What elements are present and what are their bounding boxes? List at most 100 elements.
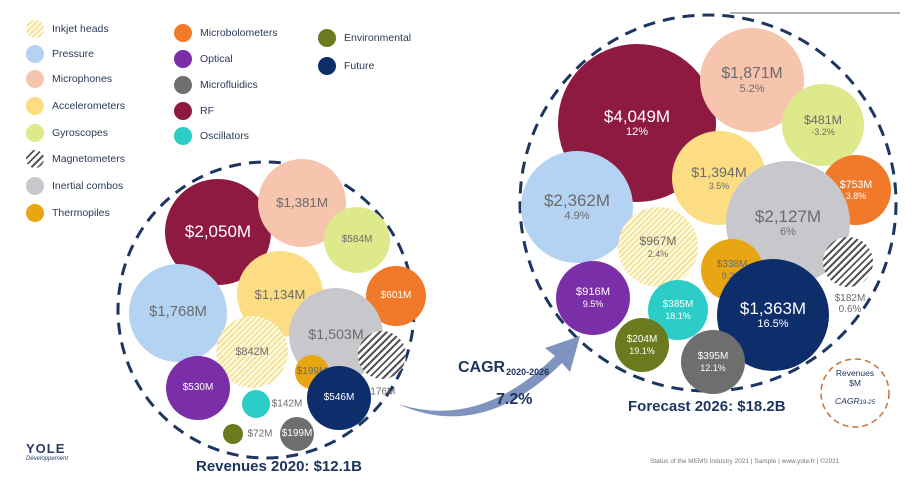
- legend-item: Pressure: [26, 45, 94, 63]
- bubble-value: $199M: [281, 428, 313, 440]
- bubble-cagr: 19.1%: [629, 345, 655, 356]
- legend-swatch: [26, 150, 44, 168]
- legend-swatch: [318, 57, 336, 75]
- key-cagr-line: CAGR19-25: [822, 396, 888, 407]
- bubble-value: $176M: [364, 386, 396, 398]
- bubble-cagr: 6%: [780, 226, 796, 239]
- bubble-value: $1,363M: [739, 298, 807, 318]
- bubble-value: $199M: [296, 366, 328, 378]
- legend-item: Microbolometers: [174, 24, 278, 42]
- bubble-value: $601M: [380, 290, 412, 302]
- bubble-cagr: 2.4%: [647, 248, 669, 259]
- bubble-cagr: 18.1%: [665, 310, 691, 321]
- bubble-cagr: 16.5%: [757, 318, 789, 331]
- legend-label: Thermopiles: [52, 207, 110, 219]
- bubble-value: $753M: [839, 178, 873, 191]
- bubble-value: $2,362M: [544, 190, 610, 210]
- bubble-2020-pressure: $1,768M: [129, 264, 227, 362]
- legend-swatch: [318, 29, 336, 47]
- legend-item: RF: [174, 102, 214, 120]
- key-cagr-period: 19-25: [859, 400, 875, 407]
- bubble-2026-environmental: $204M 19.1%: [615, 318, 669, 372]
- bubble-value: $842M: [235, 345, 269, 358]
- cagr-annotation: CAGR2020-2026: [458, 360, 549, 377]
- bubble-value: $142M: [271, 398, 303, 410]
- bubble-external-label: $182M 0.6%: [835, 293, 866, 315]
- bubble-2026-microfluidics: $395M 12.1%: [681, 330, 745, 394]
- legend-item: Optical: [174, 50, 233, 68]
- legend-label: Environmental: [344, 32, 412, 44]
- bubble-value: $546M: [323, 392, 355, 404]
- key-unit: $M: [849, 378, 861, 389]
- bubble-cagr: 5.2%: [739, 82, 765, 95]
- bubble-2020-environmental: [223, 424, 243, 444]
- bubble-cagr: -3.2%: [811, 126, 835, 137]
- bubble-value: $338M: [716, 259, 748, 271]
- legend-swatch: [26, 70, 44, 88]
- legend-swatch: [174, 102, 192, 120]
- footer: Status of the MEMS Industry 2021 | Sampl…: [650, 458, 840, 465]
- title-2026: Forecast 2026: $18.2B: [628, 398, 786, 415]
- bubble-value: $204M: [626, 334, 658, 346]
- bubble-2026-pressure: $2,362M 4.9%: [521, 151, 633, 263]
- legend-label: Gyroscopes: [52, 127, 109, 139]
- bubble-cagr: 12.1%: [700, 362, 726, 373]
- key-outline: [820, 358, 890, 428]
- legend-label: Microfluidics: [200, 79, 258, 91]
- bubble-value: $916M: [575, 286, 611, 299]
- legend-label: Oscillators: [200, 130, 250, 142]
- bubble-value: $967M: [639, 233, 677, 248]
- bubble-2026-magnetometers: [823, 237, 873, 287]
- bubble-cagr: 3.5%: [708, 181, 730, 192]
- logo-sub: Développement: [26, 456, 69, 462]
- bubble-value: $1,503M: [308, 326, 364, 343]
- bubble-2020-magnetometers: [358, 331, 406, 379]
- bubble-value: $2,050M: [184, 222, 252, 242]
- logo-name: YOLE: [26, 441, 66, 456]
- legend-item: Accelerometers: [26, 97, 125, 115]
- legend-label: Accelerometers: [52, 100, 125, 112]
- legend-swatch: [26, 45, 44, 63]
- legend-item: Environmental: [318, 29, 411, 47]
- bubble-2020-microfluidics: $199M: [280, 417, 314, 451]
- bubble-2020-gyroscopes: $584M: [324, 207, 390, 273]
- cagr-label: CAGR: [458, 359, 506, 376]
- bubble-2020-oscillators: [242, 390, 270, 418]
- legend-label: Microbolometers: [200, 27, 278, 39]
- legend-item: Gyroscopes: [26, 124, 108, 142]
- legend-label: Magnetometers: [52, 153, 125, 165]
- bubble-value: $1,134M: [254, 286, 306, 302]
- bubble-external-label: $72M: [247, 429, 272, 440]
- bubble-value: $481M: [804, 112, 842, 127]
- bubble-value: $395M: [697, 351, 729, 363]
- bubble-2020-microphones: $1,381M: [258, 159, 346, 247]
- growth-arrow: [398, 336, 580, 417]
- market-2026-outline: [518, 13, 898, 393]
- legend-swatch: [174, 50, 192, 68]
- legend-label: Future: [344, 60, 375, 72]
- bubble-value: $2,127M: [754, 206, 822, 226]
- title-2020: Revenues 2020: $12.1B: [196, 458, 362, 475]
- legend-swatch: [26, 204, 44, 222]
- key: Revenues $M CAGR19-25: [822, 368, 888, 408]
- key-cagr: CAGR: [835, 396, 860, 407]
- legend-item: Microphones: [26, 70, 112, 88]
- bubble-value: $1,381M: [276, 195, 328, 211]
- legend-swatch: [174, 24, 192, 42]
- yole-logo: YOLE Développement: [14, 440, 68, 462]
- bubble-2026-gyroscopes: $481M -3.2%: [782, 84, 864, 166]
- bubble-value: $1,871M: [721, 64, 783, 82]
- legend-label: Inkjet heads: [52, 23, 109, 35]
- legend-swatch: [174, 76, 192, 94]
- legend-label: Pressure: [52, 48, 95, 60]
- legend-swatch: [26, 97, 44, 115]
- bubble-value: $182M: [834, 293, 866, 304]
- legend-item: Oscillators: [174, 127, 249, 145]
- legend-swatch: [26, 20, 44, 38]
- bubble-cagr: 3.8%: [845, 190, 867, 201]
- bubble-value: $1,768M: [149, 304, 207, 321]
- bubble-cagr: 4.9%: [564, 210, 590, 223]
- legend-swatch: [174, 127, 192, 145]
- bubble-external-label: $142M: [272, 399, 303, 410]
